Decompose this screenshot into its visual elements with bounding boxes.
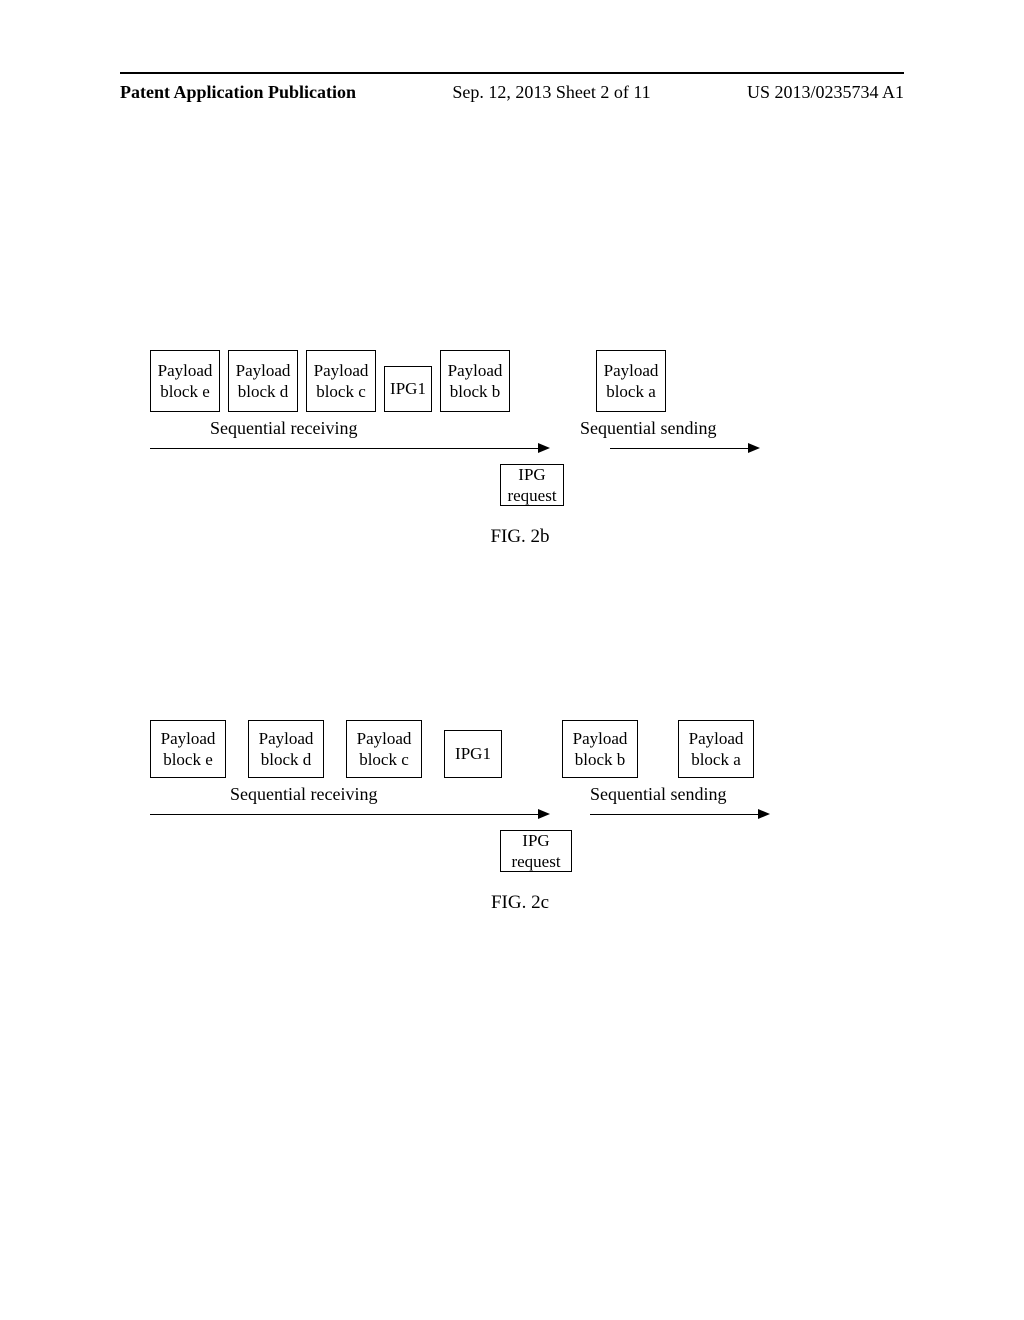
fig2b-arrows-row [150,442,890,458]
fig2c-recv-label: Sequential receiving [230,784,377,805]
fig2b-blocks-row: Payload block e Payload block d Payload … [150,350,890,412]
fig2b-recv-label: Sequential receiving [210,418,357,439]
figure-2c: Payload block e Payload block d Payload … [150,720,890,914]
fig2b-send-label: Sequential sending [580,418,716,439]
fig2b-block-e: Payload block e [150,350,220,412]
fig2b-block-ipg1: IPG1 [384,366,432,412]
fig2c-block-a: Payload block a [678,720,754,778]
fig2b-block-d: Payload block d [228,350,298,412]
figure-2b: Payload block e Payload block d Payload … [150,350,890,548]
fig2c-send-label: Sequential sending [590,784,726,805]
fig2c-block-e: Payload block e [150,720,226,778]
fig2b-block-b: Payload block b [440,350,510,412]
header-right: US 2013/0235734 A1 [747,82,904,103]
fig2b-block-a: Payload block a [596,350,666,412]
fig2c-caption: FIG. 2c [150,892,890,914]
header-mid: Sep. 12, 2013 Sheet 2 of 11 [452,82,650,103]
fig2b-ipg-request-row: IPG request [150,464,890,512]
fig2c-arrows-row [150,808,890,824]
fig2c-block-c: Payload block c [346,720,422,778]
fig2c-labels-row: Sequential receiving Sequential sending [150,784,890,808]
fig2b-ipg-request: IPG request [500,464,564,506]
fig2b-block-c: Payload block c [306,350,376,412]
fig2c-block-d: Payload block d [248,720,324,778]
fig2b-caption: FIG. 2b [150,526,890,548]
fig2b-labels-row: Sequential receiving Sequential sending [150,418,890,442]
fig2c-recv-arrow [150,808,550,820]
fig2c-ipg-request-row: IPG request [150,830,890,878]
fig2c-blocks-row: Payload block e Payload block d Payload … [150,720,890,778]
fig2b-recv-arrow [150,442,550,454]
header-rule [120,72,904,74]
page: Patent Application Publication Sep. 12, … [0,0,1024,1320]
fig2b-send-arrow [610,442,760,454]
fig2c-block-b: Payload block b [562,720,638,778]
fig2c-send-arrow [590,808,770,820]
page-header: Patent Application Publication Sep. 12, … [120,82,904,103]
fig2c-ipg-request: IPG request [500,830,572,872]
header-left: Patent Application Publication [120,82,356,103]
fig2c-block-ipg1: IPG1 [444,730,502,778]
